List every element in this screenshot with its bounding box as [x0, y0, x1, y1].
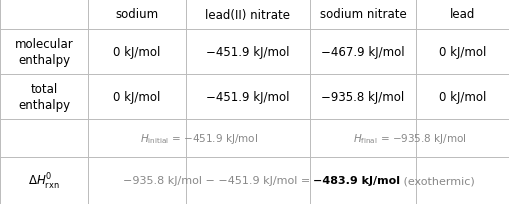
Text: lead: lead [449, 8, 475, 21]
Text: 0 kJ/mol: 0 kJ/mol [438, 91, 486, 103]
Text: total
enthalpy: total enthalpy [18, 83, 70, 111]
Text: 0 kJ/mol: 0 kJ/mol [113, 91, 160, 103]
Text: −451.9 kJ/mol: −451.9 kJ/mol [206, 91, 289, 103]
Text: 0 kJ/mol: 0 kJ/mol [113, 46, 160, 59]
Text: 0 kJ/mol: 0 kJ/mol [438, 46, 486, 59]
Text: $\Delta H^0_{\rm rxn}$: $\Delta H^0_{\rm rxn}$ [28, 171, 60, 191]
Text: −935.8 kJ/mol − −451.9 kJ/mol = −483.9 kJ/mol (exothermic): −935.8 kJ/mol − −451.9 kJ/mol = −483.9 k… [0, 203, 1, 204]
Text: lead(II) nitrate: lead(II) nitrate [205, 8, 290, 21]
Text: −483.9 kJ/mol: −483.9 kJ/mol [313, 176, 400, 186]
Text: −467.9 kJ/mol: −467.9 kJ/mol [321, 46, 404, 59]
Text: −935.8 kJ/mol: −935.8 kJ/mol [321, 91, 404, 103]
Text: (exothermic): (exothermic) [400, 176, 474, 186]
Text: sodium: sodium [115, 8, 158, 21]
Text: −935.8 kJ/mol − −451.9 kJ/mol =: −935.8 kJ/mol − −451.9 kJ/mol = [123, 176, 313, 186]
Text: molecular
enthalpy: molecular enthalpy [15, 38, 73, 67]
Text: $H_{\rm initial}$ = −451.9 kJ/mol: $H_{\rm initial}$ = −451.9 kJ/mol [139, 131, 258, 145]
Text: $H_{\rm final}$ = −935.8 kJ/mol: $H_{\rm final}$ = −935.8 kJ/mol [353, 131, 466, 145]
Text: −451.9 kJ/mol: −451.9 kJ/mol [206, 46, 289, 59]
Text: sodium nitrate: sodium nitrate [319, 8, 406, 21]
